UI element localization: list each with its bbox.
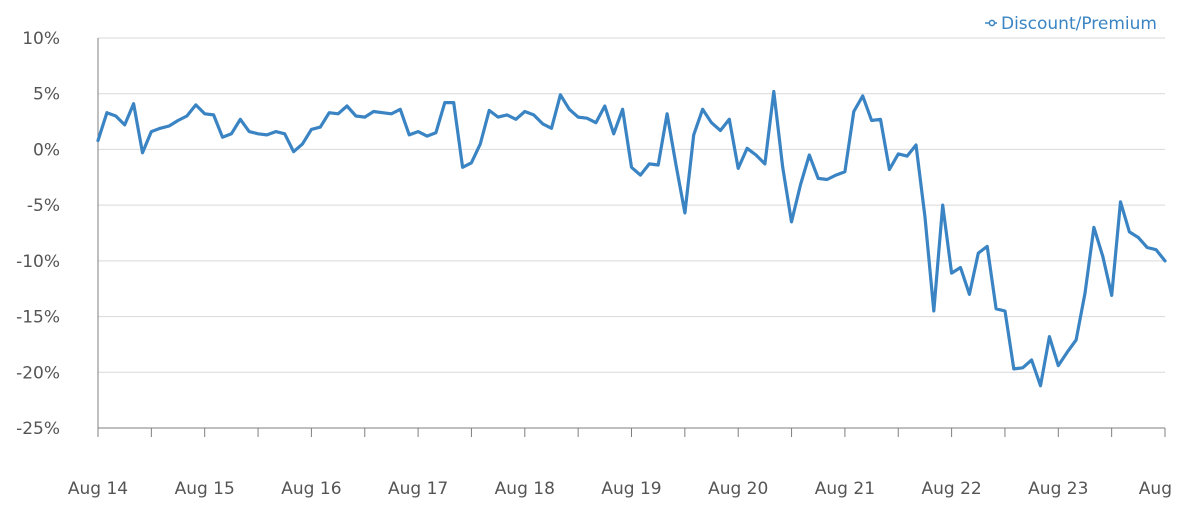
x-tick-label: Aug 15 — [175, 479, 235, 499]
x-tick-label: Aug — [1139, 479, 1172, 499]
x-tick-label: Aug 18 — [495, 479, 555, 499]
gridlines — [98, 37, 1165, 373]
y-tick-label: -25% — [16, 419, 60, 439]
legend: Discount/Premium — [984, 14, 1157, 34]
legend-marker-dot — [988, 19, 996, 27]
series — [96, 89, 1167, 388]
x-tick-label: Aug 17 — [388, 479, 448, 499]
y-tick-labels: 10% 5% 0% -5% -10% -15% -20% -25% — [16, 29, 60, 439]
x-tick-label: Aug 22 — [921, 479, 981, 499]
x-tick-label: Aug 16 — [281, 479, 341, 499]
x-tick-label: Aug 21 — [815, 479, 875, 499]
x-tick-label: Aug 14 — [68, 479, 128, 499]
y-tick-label: -20% — [16, 363, 60, 383]
y-tick-label: -15% — [16, 308, 60, 328]
x-tick-label: Aug 19 — [601, 479, 661, 499]
x-tick-label: Aug 23 — [1028, 479, 1088, 499]
x-tick-label: Aug 20 — [708, 479, 768, 499]
y-tick-label: 5% — [33, 85, 60, 105]
legend-marker-icon — [984, 19, 997, 27]
series-line-discount-premium — [96, 89, 1167, 388]
y-tick-label: -10% — [16, 252, 60, 272]
axes — [97, 38, 1165, 429]
x-ticks: Aug 14 Aug 15 Aug 16 Aug 17 Aug 18 Aug 19 Aug … — [68, 428, 1172, 499]
y-tick-label: 0% — [33, 140, 60, 160]
legend-label-discount-premium: Discount/Premium — [1001, 14, 1157, 34]
y-tick-label: 10% — [22, 29, 60, 49]
y-tick-label: -5% — [27, 196, 60, 216]
